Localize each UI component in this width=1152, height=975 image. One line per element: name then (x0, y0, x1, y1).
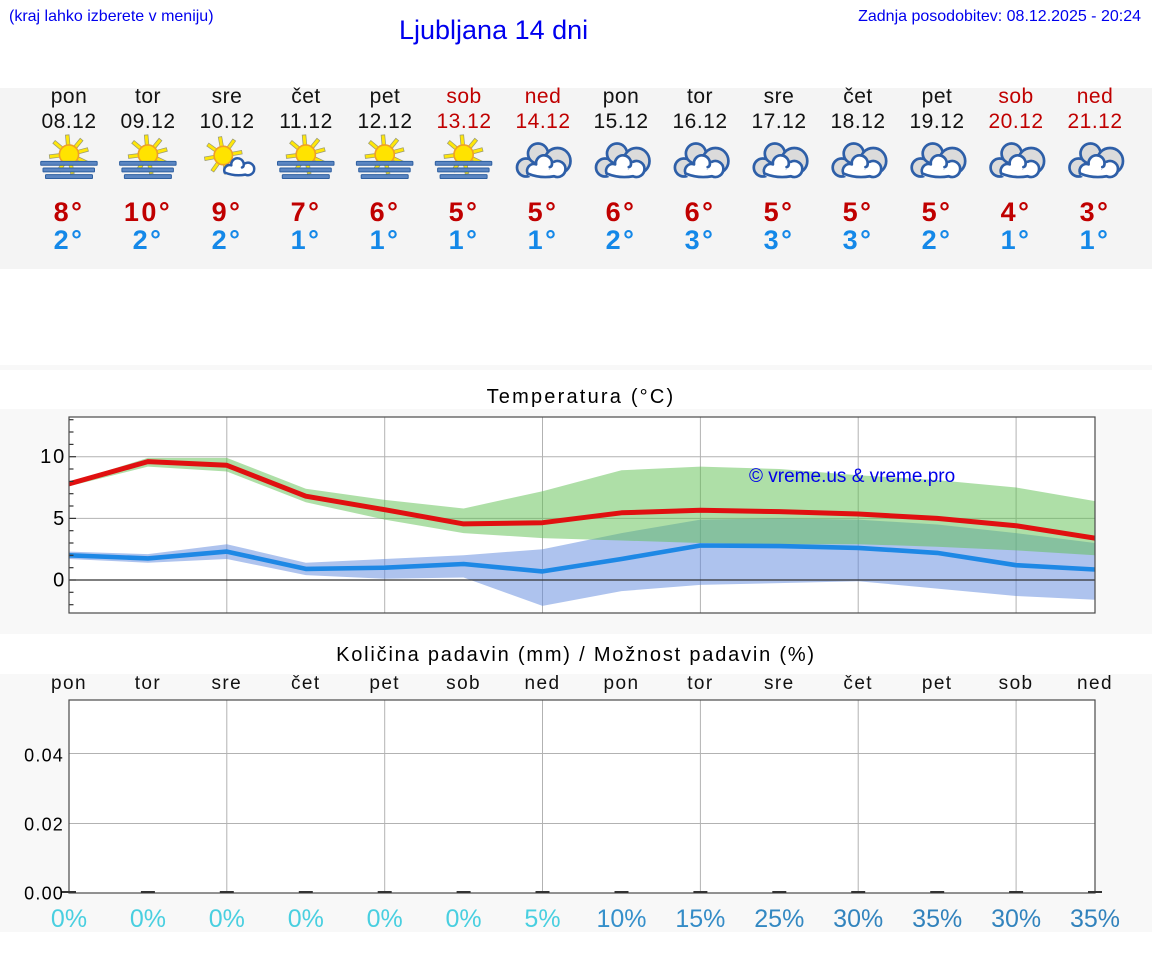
svg-text:30%: 30% (833, 905, 883, 932)
svg-text:pet: pet (922, 674, 953, 694)
svg-text:0%: 0% (51, 905, 87, 932)
svg-text:5: 5 (53, 508, 66, 530)
svg-text:sre: sre (211, 674, 242, 694)
svg-text:pet: pet (369, 674, 400, 694)
svg-text:0%: 0% (367, 905, 403, 932)
svg-text:0: 0 (53, 570, 66, 592)
svg-text:čet: čet (843, 674, 873, 694)
svg-text:sob: sob (999, 674, 1034, 694)
svg-text:15%: 15% (675, 905, 725, 932)
svg-text:0.00: 0.00 (24, 884, 64, 904)
svg-text:10%: 10% (596, 905, 646, 932)
svg-text:sob: sob (446, 674, 481, 694)
svg-text:čet: čet (291, 674, 321, 694)
svg-text:10: 10 (40, 446, 66, 468)
svg-text:5%: 5% (524, 905, 560, 932)
svg-text:sre: sre (764, 674, 795, 694)
svg-text:0%: 0% (288, 905, 324, 932)
svg-text:0.04: 0.04 (24, 746, 64, 766)
svg-text:© vreme.us & vreme.pro: © vreme.us & vreme.pro (749, 466, 955, 487)
svg-text:ned: ned (1077, 674, 1113, 694)
svg-text:35%: 35% (1070, 905, 1120, 932)
svg-text:35%: 35% (912, 905, 962, 932)
svg-text:30%: 30% (991, 905, 1041, 932)
svg-text:tor: tor (135, 674, 161, 694)
svg-text:pon: pon (604, 674, 640, 694)
svg-text:ned: ned (525, 674, 561, 694)
svg-text:0.02: 0.02 (24, 815, 64, 835)
svg-text:0%: 0% (446, 905, 482, 932)
svg-text:0%: 0% (209, 905, 245, 932)
svg-text:tor: tor (687, 674, 713, 694)
svg-text:0%: 0% (130, 905, 166, 932)
svg-text:25%: 25% (754, 905, 804, 932)
svg-text:pon: pon (51, 674, 87, 694)
